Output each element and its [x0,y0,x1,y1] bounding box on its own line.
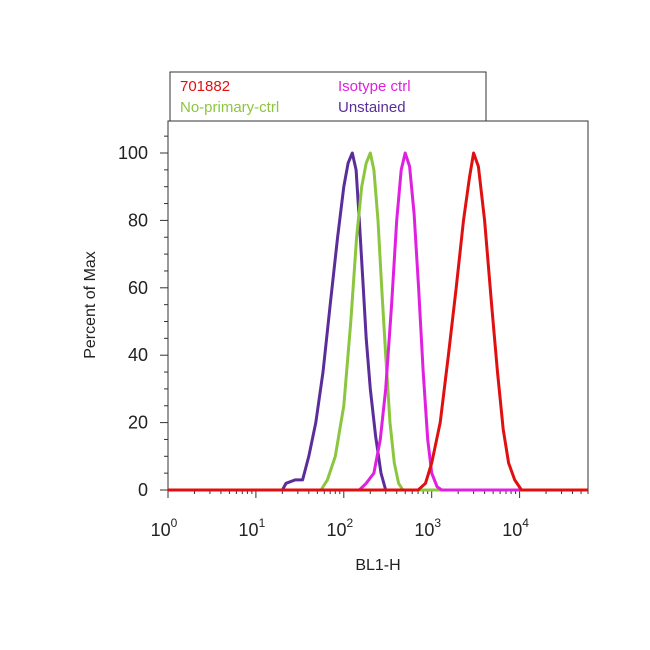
y-tick-label: 100 [118,143,148,163]
x-tick-label: 102 [326,516,353,540]
y-axis-ticks: 0 20 40 60 80 100 [118,135,168,500]
y-axis-title: Percent of Max [82,251,99,359]
series-layer [168,151,588,492]
y-tick-label: 80 [128,210,148,230]
legend-entry-1: Isotype ctrl [338,78,411,95]
x-axis-title: BL1-H [355,557,400,574]
x-tick-label: 103 [414,516,441,540]
x-tick-label: 100 [151,516,178,540]
series-line-unstained [168,151,588,492]
series-line-701882 [168,151,588,492]
series-line-isotype-ctrl [168,151,588,492]
y-tick-label: 60 [128,278,148,298]
series-line-no-primary-ctrl [168,151,588,492]
plot-frame [167,120,589,491]
y-tick-label: 20 [128,413,148,433]
x-tick-label: 101 [239,516,266,540]
y-tick-label: 0 [138,480,148,500]
y-tick-label: 40 [128,345,148,365]
x-axis-ticks: 100 101 102 103 104 [151,490,589,540]
legend-entry-2: No-primary-ctrl [180,99,279,116]
legend-entry-0: 701882 [180,78,230,95]
legend-box [169,71,487,122]
legend-entry-3: Unstained [338,99,406,116]
x-tick-label: 104 [502,516,529,540]
